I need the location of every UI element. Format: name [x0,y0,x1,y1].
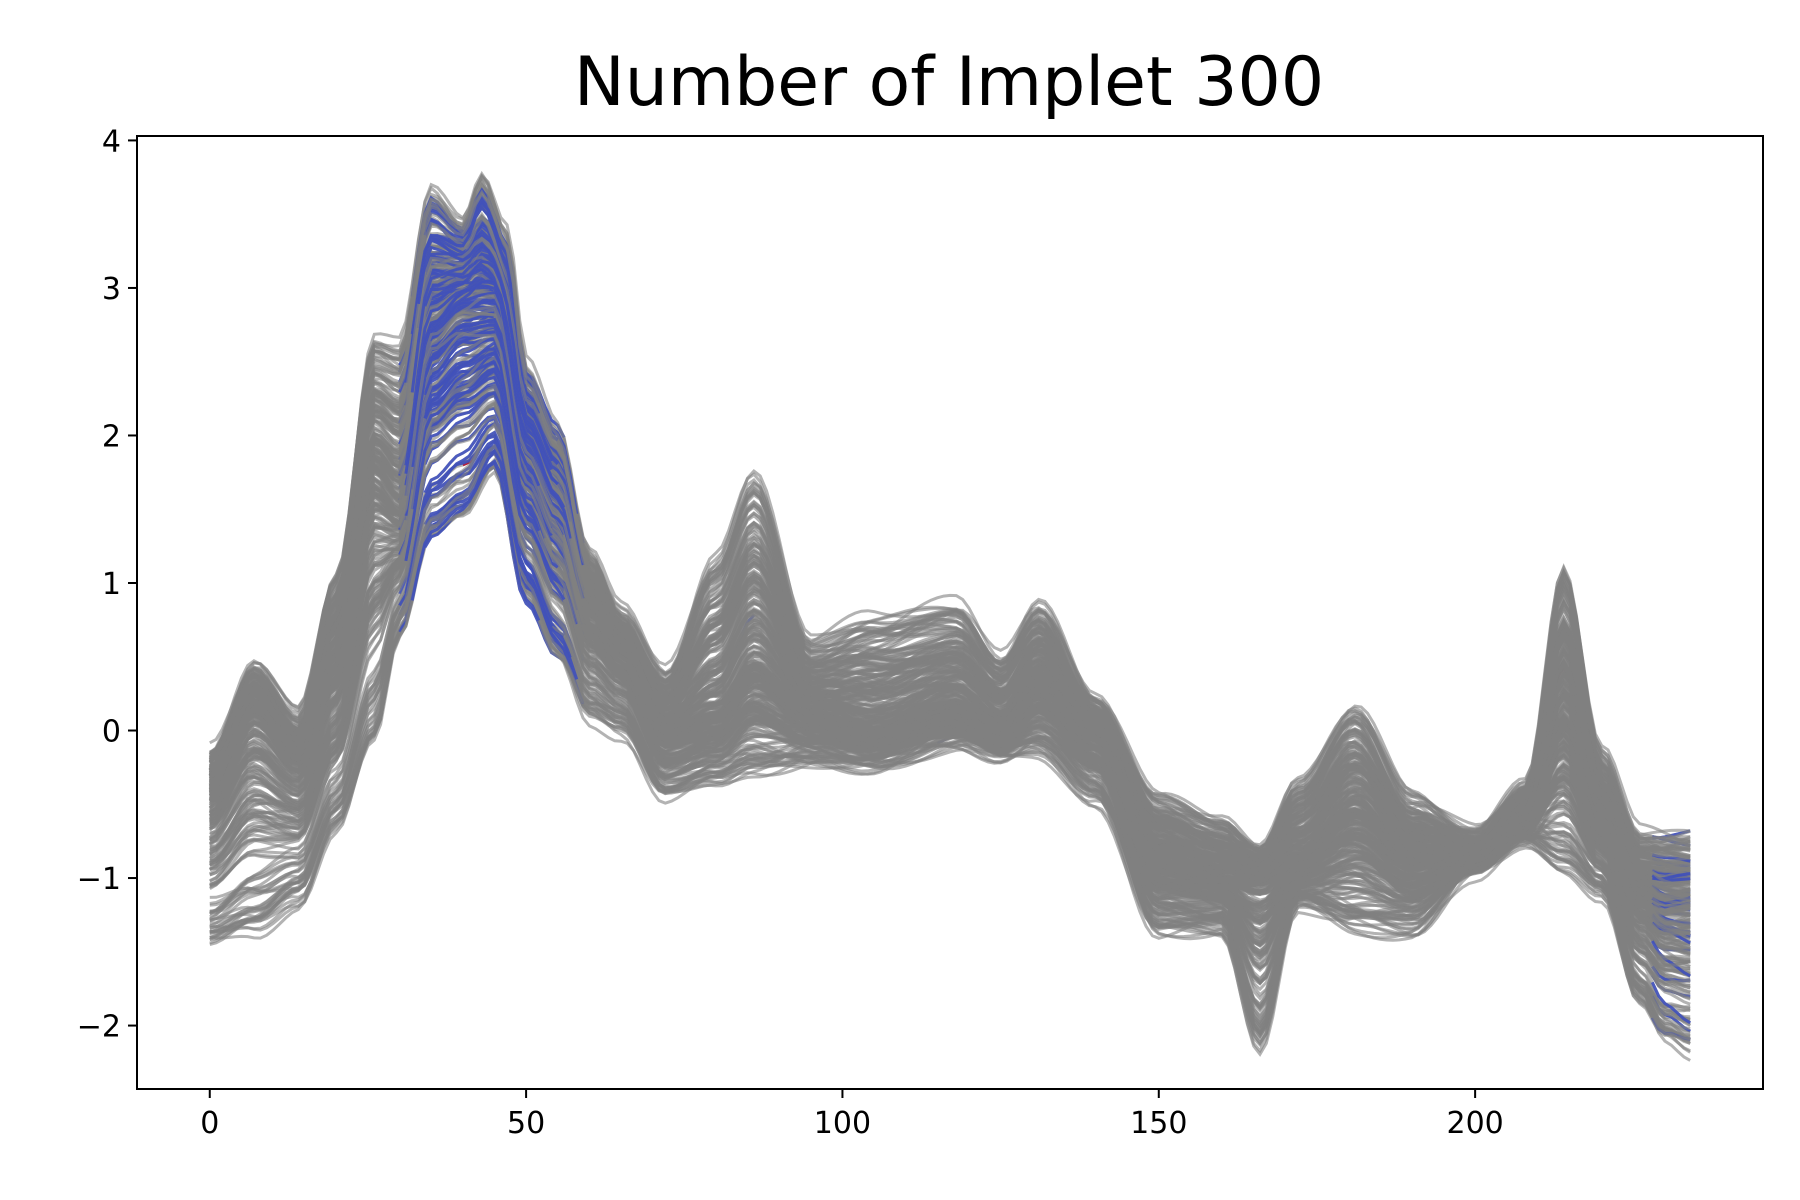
highlight-segment [404,284,572,539]
y-axis: −2 −1 0 1 2 3 4 [77,124,137,1045]
highlight-segment [423,347,541,532]
series-line [209,464,1691,1046]
x-tick-label: 0 [200,1106,219,1141]
y-tick-label: 3 [102,272,121,307]
y-tick-label: 2 [102,419,121,454]
highlight-segment [410,375,559,569]
y-tick-label: −2 [77,1010,121,1045]
highlight-segment [1650,981,1692,1025]
series-line [208,331,1691,936]
series-line [209,173,1691,856]
x-tick-label: 100 [814,1106,871,1141]
x-tick-label: 50 [507,1106,545,1141]
highlight-segment [410,350,553,529]
highlight-segment [404,390,579,625]
y-tick-label: 0 [102,715,121,750]
plot-area [208,170,1692,1062]
highlight-segment [410,323,553,537]
highlight-segment [410,228,559,466]
highlight-segment [410,460,541,622]
highlight-segment [417,252,553,462]
series-line [208,304,1691,909]
plot-frame [136,135,1764,1090]
highlight-segment [417,241,553,471]
x-axis: 0 50 100 150 200 [200,1089,1504,1141]
series-line [209,423,1691,1028]
y-tick-label: 4 [102,124,121,159]
series-line [208,181,1691,861]
chart-title: Number of Implet 300 [574,43,1324,122]
y-tick-label: −1 [77,862,121,897]
series-line [209,421,1692,1025]
highlight-segment [404,205,541,415]
y-tick-label: 1 [102,567,121,602]
highlight-segment [404,279,559,486]
series-line [209,191,1691,863]
x-tick-label: 150 [1130,1106,1187,1141]
x-tick-label: 200 [1446,1106,1503,1141]
